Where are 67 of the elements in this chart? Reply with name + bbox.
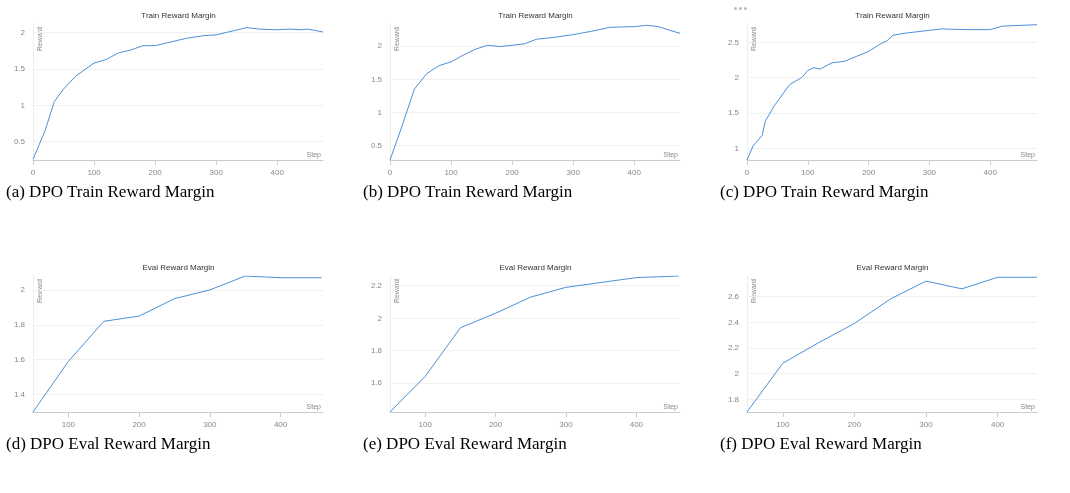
y-tick-label: 1.8 — [13, 320, 26, 330]
x-tick-label: 400 — [627, 167, 642, 177]
x-tick-label: 200 — [861, 167, 876, 177]
x-tick-label: 0 — [387, 167, 393, 177]
y-tick-label: 1.6 — [13, 355, 26, 365]
y-tick-label: 2.4 — [727, 317, 740, 327]
x-tick-label: 200 — [132, 419, 147, 429]
text: (e) DPO Eval Reward Margin — [362, 433, 568, 454]
y-tick-label: 1 — [20, 100, 26, 110]
chart-title: Train Reward Margin — [855, 10, 930, 20]
x-tick-label: 400 — [983, 167, 998, 177]
x-tick-label: 200 — [505, 167, 520, 177]
x-tick-label: 400 — [990, 419, 1005, 429]
y-tick-label: 2 — [377, 313, 383, 323]
x-tick-label: 400 — [273, 419, 288, 429]
x-tick-label: 300 — [559, 419, 574, 429]
x-tick-label: 100 — [776, 419, 791, 429]
y-tick-label: 2.6 — [727, 292, 740, 302]
x-tick-label: 400 — [270, 167, 285, 177]
line-series — [32, 275, 323, 413]
y-tick-label: 2 — [734, 73, 740, 83]
chart-title: Eval Reward Margin — [856, 262, 929, 272]
x-tick-label: 200 — [488, 419, 503, 429]
x-tick-label: 300 — [209, 167, 224, 177]
chart-title: Eval Reward Margin — [142, 262, 215, 272]
line-series — [746, 276, 1038, 413]
text: (d) DPO Eval Reward Margin — [5, 433, 212, 454]
y-tick-label: 0.5 — [370, 140, 383, 150]
x-tick-label: 300 — [203, 419, 218, 429]
x-tick-label: 200 — [847, 419, 862, 429]
chart-title: Train Reward Margin — [141, 10, 216, 20]
y-tick-label: 2 — [377, 41, 383, 51]
y-tick-label: 2 — [20, 28, 26, 38]
y-tick-label: 1.6 — [370, 378, 383, 388]
x-tick-label: 100 — [444, 167, 459, 177]
y-tick-label: 2 — [20, 285, 26, 295]
x-tick-label: 300 — [566, 167, 581, 177]
text: (b) DPO Train Reward Margin — [362, 181, 574, 202]
chart-title: Eval Reward Margin — [499, 262, 572, 272]
x-tick-label: 400 — [629, 419, 644, 429]
y-tick-label: 1.8 — [727, 394, 740, 404]
y-tick-label: 1 — [734, 143, 740, 153]
x-tick-label: 100 — [87, 167, 102, 177]
text: (a) DPO Train Reward Margin — [5, 181, 216, 202]
line-series — [389, 275, 680, 413]
x-tick-label: 300 — [919, 419, 934, 429]
y-tick-label: 2.5 — [727, 37, 740, 47]
y-tick-label: 1.5 — [13, 64, 26, 74]
y-tick-label: 0.5 — [13, 136, 26, 146]
text: (c) DPO Train Reward Margin — [719, 181, 930, 202]
x-tick-label: 0 — [744, 167, 750, 177]
x-tick-label: 200 — [148, 167, 163, 177]
text: (f) DPO Eval Reward Margin — [719, 433, 923, 454]
x-tick-label: 100 — [61, 419, 76, 429]
x-tick-label: 100 — [801, 167, 816, 177]
y-tick-label: 1.4 — [13, 390, 26, 400]
y-tick-label: 1 — [377, 107, 383, 117]
y-tick-label: 2.2 — [370, 281, 383, 291]
y-tick-label: 1.8 — [370, 345, 383, 355]
y-tick-label: 1.5 — [370, 74, 383, 84]
chart-title: Train Reward Margin — [498, 10, 573, 20]
y-tick-label: 1.5 — [727, 108, 740, 118]
y-tick-label: 2.2 — [727, 343, 740, 353]
x-tick-label: 100 — [418, 419, 433, 429]
x-tick-label: 300 — [922, 167, 937, 177]
y-tick-label: 2 — [734, 369, 740, 379]
x-tick-label: 0 — [30, 167, 36, 177]
